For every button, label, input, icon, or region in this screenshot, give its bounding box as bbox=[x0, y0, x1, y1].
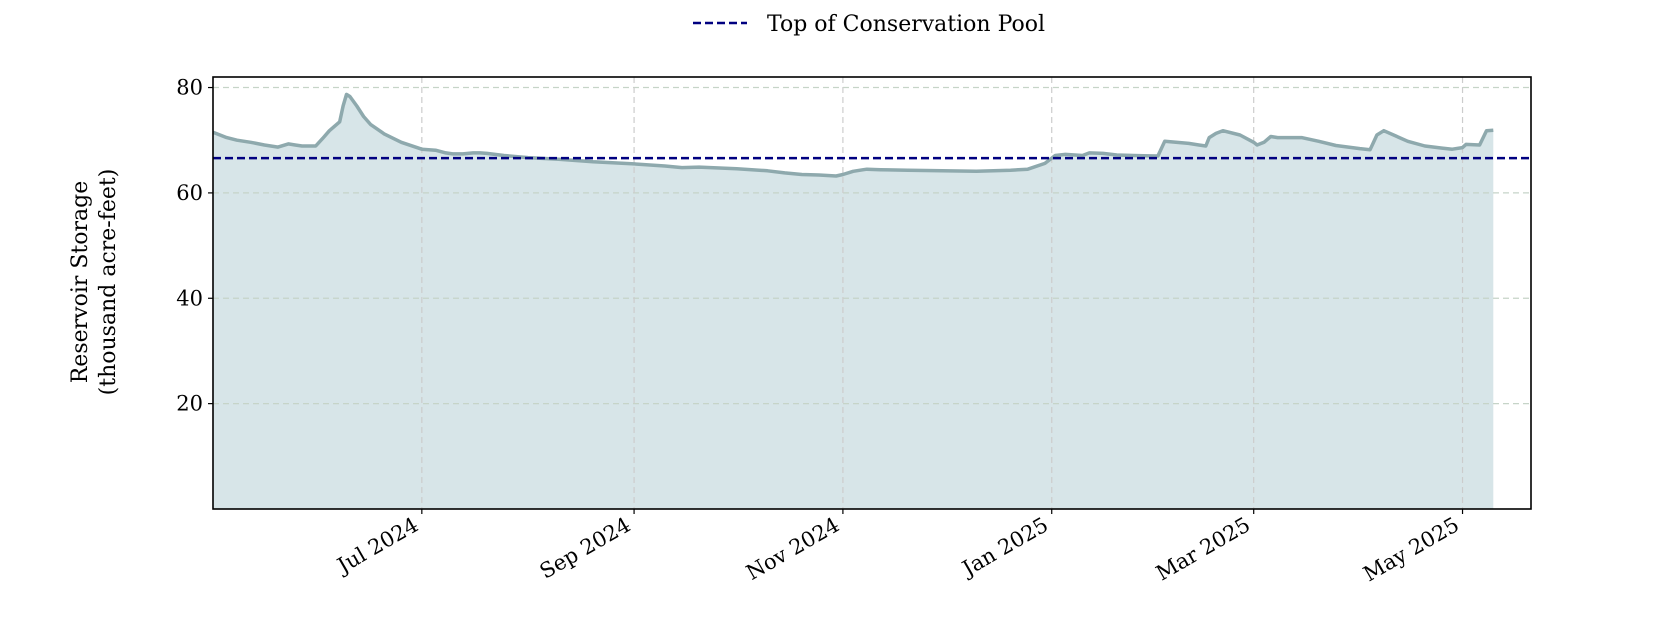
plot-frame bbox=[212, 76, 1532, 510]
legend-conservation-pool-label: Top of Conservation Pool bbox=[767, 12, 1045, 37]
storage-line bbox=[212, 92, 1494, 178]
x-tick-label-2025-05-01: May 2025 bbox=[1359, 513, 1463, 587]
storage-area-fill bbox=[213, 94, 1494, 510]
x-tick-label-2024-07-01: Jul 2024 bbox=[332, 513, 423, 579]
y-tick-label-20: 20 bbox=[176, 392, 203, 416]
y-tick-label-80: 80 bbox=[176, 76, 203, 100]
y-tick-label-40: 40 bbox=[176, 286, 203, 310]
x-tick-label-2024-09-01: Sep 2024 bbox=[536, 513, 635, 584]
plot-area: 20 40 60 80 Jul 2024 Sep 2024 Nov 2024 Jan 2025… bbox=[176, 76, 1532, 587]
y-axis-title: Reservoir Storage (thousand acre-feet) bbox=[68, 169, 121, 396]
y-tick-label-60: 60 bbox=[176, 181, 203, 205]
x-tick-label-2025-01-01: Jan 2025 bbox=[957, 513, 1053, 582]
x-tick-label-2024-11-01: Nov 2024 bbox=[742, 513, 843, 585]
y-axis-title-line-2: (thousand acre-feet) bbox=[96, 169, 121, 396]
x-tick-label-2025-03-01: Mar 2025 bbox=[1152, 513, 1254, 586]
y-axis-title-line-1: Reservoir Storage bbox=[68, 181, 93, 384]
legend: Top of Conservation Pool bbox=[693, 12, 1045, 37]
